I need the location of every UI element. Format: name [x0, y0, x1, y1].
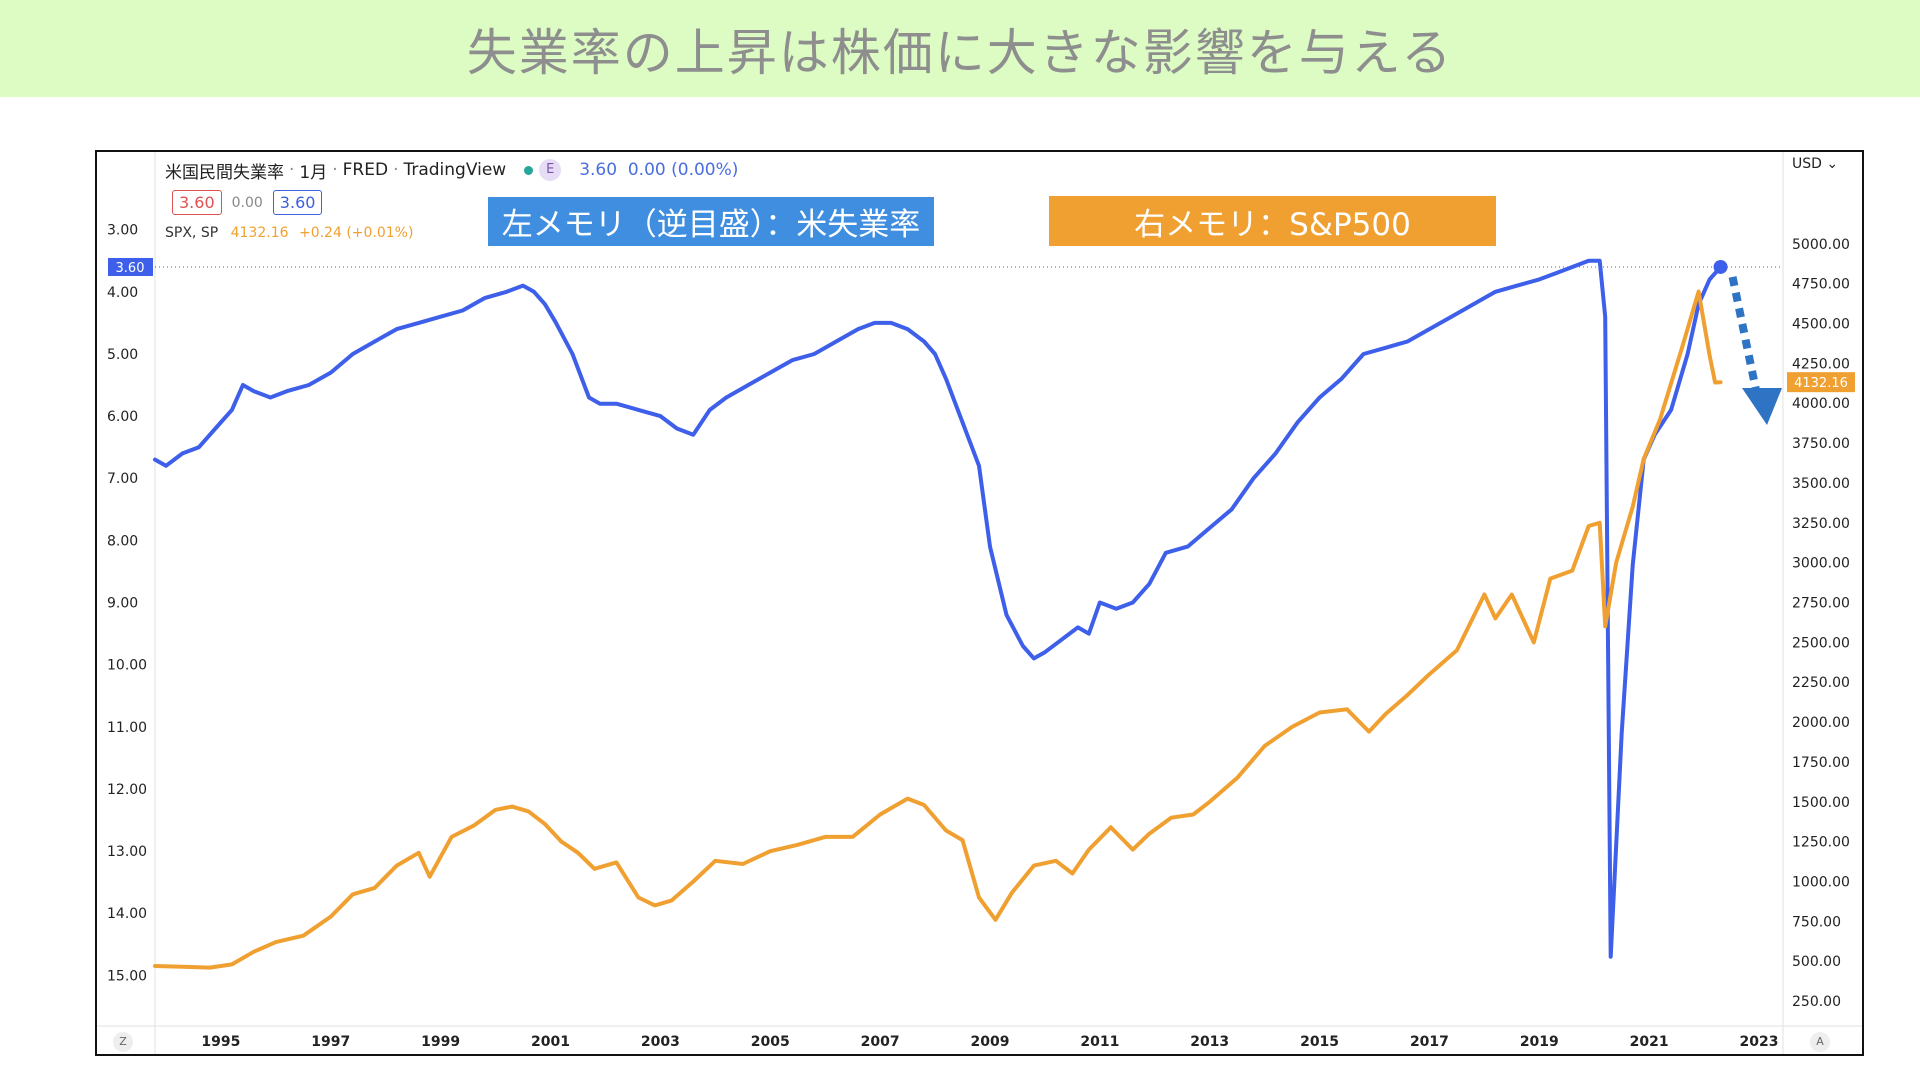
- x-tick-label: 2005: [751, 1034, 790, 1050]
- unemployment-endpoint-dot: [1713, 259, 1728, 274]
- price-boxes: 3.60 0.00 3.60: [172, 190, 323, 215]
- currency-selector[interactable]: USD ⌄: [1792, 156, 1839, 172]
- right-tick-label: 5000.00: [1792, 237, 1850, 253]
- left-tick-label: 15.00: [107, 968, 147, 984]
- buy-price-box[interactable]: 3.60: [272, 190, 323, 215]
- right-tick-label: 1500.00: [1792, 795, 1850, 811]
- x-tick-label: 1997: [311, 1034, 350, 1050]
- right-tick-label: 3000.00: [1792, 556, 1850, 572]
- right-tick-label: 3500.00: [1792, 476, 1850, 492]
- right-tick-label: 1000.00: [1792, 875, 1850, 891]
- right-axis-memo: 右メモリ：S&P500: [1049, 196, 1496, 246]
- market-status-dot: [524, 165, 534, 175]
- symbol-name[interactable]: 米国民間失業率: [165, 162, 284, 183]
- platform-label: TradingView: [403, 160, 507, 180]
- right-tick-label: 2750.00: [1792, 596, 1850, 612]
- x-tick-label: 2001: [531, 1034, 570, 1050]
- events-badge[interactable]: E: [539, 159, 562, 181]
- x-tick-label: 2015: [1300, 1034, 1339, 1050]
- right-tick-label: 2000.00: [1792, 715, 1850, 731]
- left-tick-label: 10.00: [107, 658, 147, 674]
- left-tick-label: 6.00: [107, 409, 138, 425]
- left-tick-label: 9.00: [107, 596, 138, 612]
- unemployment-series-line[interactable]: [153, 258, 1723, 959]
- spx-series-line[interactable]: [153, 289, 1723, 970]
- left-tick-label: 14.00: [107, 906, 147, 922]
- x-tick-label: 2003: [641, 1034, 680, 1050]
- spx-change: +0.24 (+0.01%): [298, 225, 414, 241]
- left-last-value-tag: [108, 257, 153, 276]
- left-tick-label: 13.00: [107, 844, 147, 860]
- spx-symbol: SPX, SP: [165, 225, 219, 241]
- chevron-down-icon: ⌄: [1821, 156, 1839, 172]
- left-tick-label: 12.00: [107, 782, 147, 798]
- x-tick-label: 2023: [1740, 1034, 1779, 1050]
- left-tick-label: 4.00: [107, 285, 138, 301]
- left-last-value-label: 3.60: [116, 261, 145, 276]
- right-tick-label: 3750.00: [1792, 436, 1850, 452]
- left-tick-label: 3.00: [107, 223, 138, 239]
- separator: ·: [332, 160, 338, 180]
- zoom-corner-button[interactable]: Z: [113, 1032, 133, 1052]
- x-tick-label: 2013: [1190, 1034, 1229, 1050]
- left-tick-label: 7.00: [107, 471, 138, 487]
- title-banner: 失業率の上昇は株価に大きな影響を与える: [0, 0, 1920, 97]
- separator: ·: [393, 160, 399, 180]
- right-tick-label: 2500.00: [1792, 635, 1850, 651]
- right-tick-label: 4750.00: [1792, 277, 1850, 293]
- right-tick-label: 4250.00: [1792, 356, 1850, 372]
- source-label: FRED: [342, 160, 389, 180]
- left-tick-label: 5.00: [107, 347, 138, 363]
- auto-scale-corner-button[interactable]: A: [1810, 1032, 1830, 1052]
- right-tick-label: 250.00: [1792, 994, 1841, 1010]
- x-tick-label: 2017: [1410, 1034, 1449, 1050]
- right-tick-label: 4500.00: [1792, 316, 1850, 332]
- chart-header: 米国民間失業率 · 1月 · FRED · TradingView E 3.60…: [165, 157, 738, 183]
- separator: ·: [289, 160, 295, 180]
- left-axis-memo: 左メモリ（逆目盛）：米失業率: [488, 197, 934, 246]
- right-last-value-label: 4132.16: [1794, 376, 1848, 391]
- right-tick-label: 2250.00: [1792, 675, 1850, 691]
- sell-price-box[interactable]: 3.60: [172, 190, 222, 215]
- page-title: 失業率の上昇は株価に大きな影響を与える: [466, 23, 1454, 82]
- x-tick-label: 1995: [201, 1034, 240, 1050]
- right-tick-label: 1750.00: [1792, 755, 1850, 771]
- right-tick-label: 750.00: [1792, 914, 1841, 930]
- x-tick-label: 2021: [1630, 1034, 1669, 1050]
- spx-legend[interactable]: SPX, SP 4132.16 +0.24 (+0.01%): [165, 225, 413, 241]
- chart-frame[interactable]: [95, 150, 1864, 1056]
- x-tick-label: 1999: [421, 1034, 460, 1050]
- spx-price: 4132.16: [230, 225, 289, 241]
- forecast-arrow-shaft: [1728, 276, 1761, 396]
- right-tick-label: 4000.00: [1792, 396, 1850, 412]
- left-tick-label: 11.00: [107, 720, 147, 736]
- x-tick-label: 2019: [1520, 1034, 1559, 1050]
- right-tick-label: 3250.00: [1792, 516, 1850, 532]
- header-value: 3.60 0.00 (0.00%): [579, 160, 739, 180]
- x-tick-label: 2007: [861, 1034, 900, 1050]
- spread-value: 0.00: [231, 194, 263, 211]
- forecast-arrow-head: [1742, 388, 1782, 425]
- right-last-value-tag: [1787, 372, 1855, 393]
- interval-label[interactable]: 1月: [299, 162, 328, 183]
- x-tick-label: 2011: [1080, 1034, 1119, 1050]
- x-tick-label: 2009: [970, 1034, 1009, 1050]
- left-tick-label: 8.00: [107, 533, 138, 549]
- right-tick-label: 500.00: [1792, 954, 1841, 970]
- right-tick-label: 1250.00: [1792, 835, 1850, 851]
